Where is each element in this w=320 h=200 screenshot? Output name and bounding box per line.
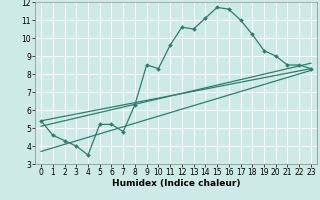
X-axis label: Humidex (Indice chaleur): Humidex (Indice chaleur) — [112, 179, 240, 188]
